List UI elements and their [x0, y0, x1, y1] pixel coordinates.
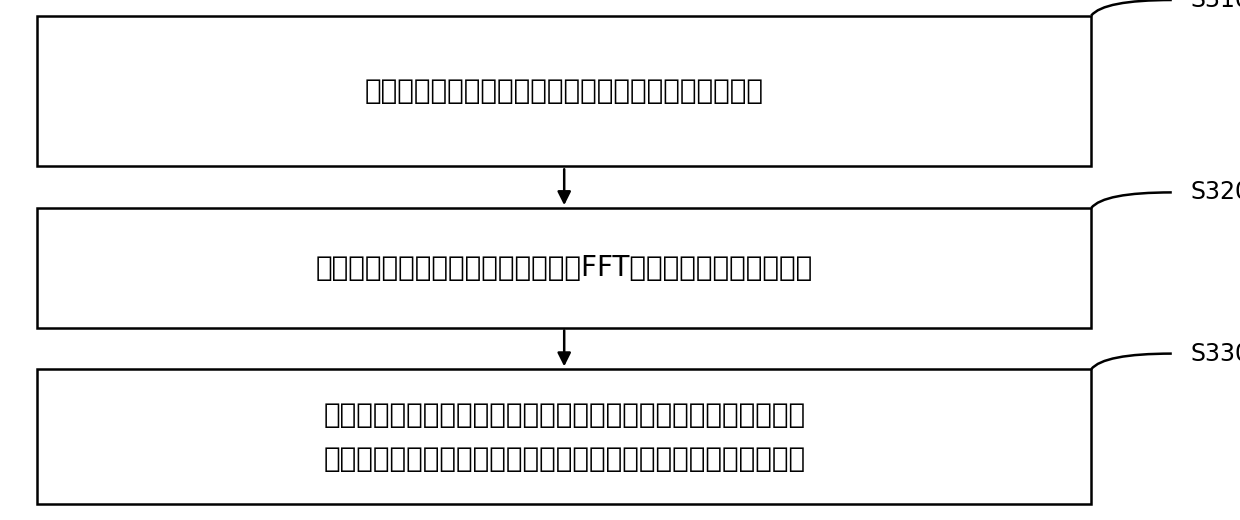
Text: 处理单元对电流数据与电压数据进行FFT处理，得到数据处理结果: 处理单元对电流数据与电压数据进行FFT处理，得到数据处理结果	[315, 254, 813, 282]
Text: S310: S310	[1190, 0, 1240, 12]
Text: 处理单元将相位差与预设相位差进行比较，并根据比较结果调节激
励信号源中激励信号的驱动频率，以匹配超声波换能器的谐振频率: 处理单元将相位差与预设相位差进行比较，并根据比较结果调节激 励信号源中激励信号的…	[324, 401, 805, 473]
Text: 处理单元接收数据采集单元传输的电流数据、电压数据: 处理单元接收数据采集单元传输的电流数据、电压数据	[365, 77, 764, 105]
Bar	[37, 16, 1091, 166]
Bar	[37, 369, 1091, 504]
Text: S330: S330	[1190, 342, 1240, 366]
Bar	[37, 208, 1091, 328]
Text: S320: S320	[1190, 180, 1240, 204]
